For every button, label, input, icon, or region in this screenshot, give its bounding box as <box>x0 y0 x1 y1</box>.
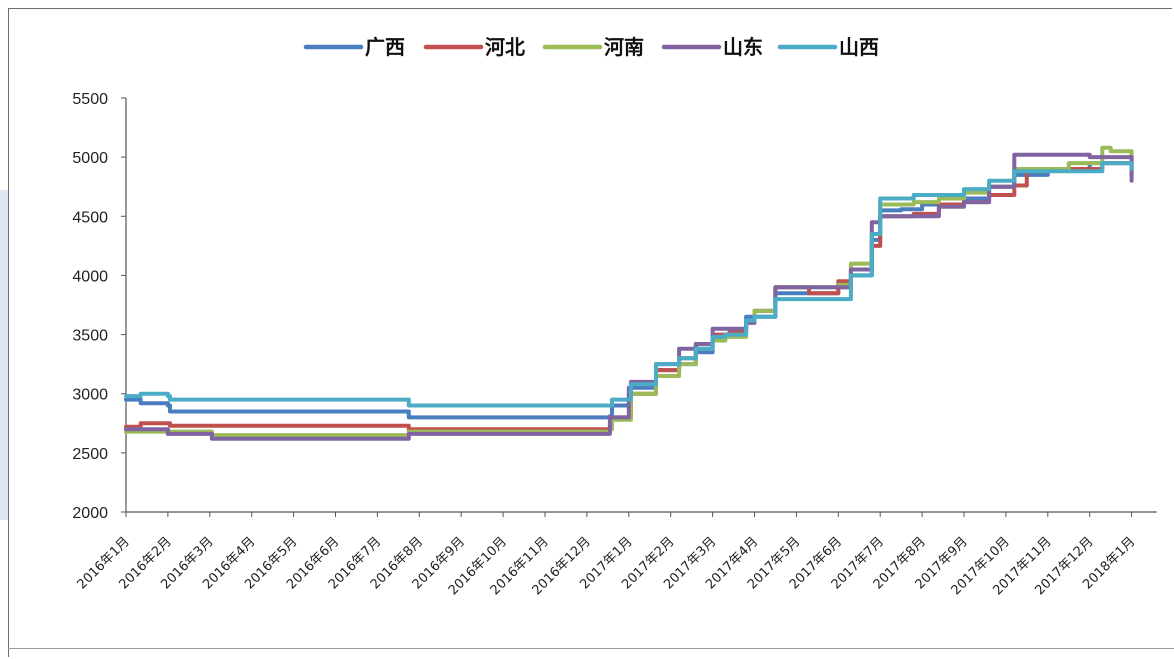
chart-frame <box>8 8 1172 657</box>
legend-label: 河北 <box>485 35 525 59</box>
y-tick-label: 3500 <box>72 328 108 345</box>
chart-axes: 200025003000350040004500500055002016年1月2… <box>72 91 1157 598</box>
window-edge-strip <box>0 190 8 520</box>
legend-label: 广西 <box>365 35 405 59</box>
y-tick-label: 3000 <box>72 387 108 404</box>
legend-label: 山东 <box>723 35 763 59</box>
y-tick-label: 4000 <box>72 268 108 285</box>
frame-bottom-rule <box>8 648 1174 649</box>
y-tick-label: 5500 <box>72 91 108 108</box>
series-line-5 <box>124 161 1134 408</box>
chart-legend: 广西 河北 河南 山东 山西 <box>303 35 879 59</box>
y-tick-label: 2500 <box>72 446 108 463</box>
series-line-4 <box>124 152 1134 441</box>
plot-area <box>124 145 1134 441</box>
series-line-1 <box>124 156 1134 420</box>
legend-label: 山西 <box>839 35 879 59</box>
y-tick-label: 5000 <box>72 150 108 167</box>
legend-label: 河南 <box>604 35 644 59</box>
y-tick-label: 2000 <box>72 505 108 522</box>
y-tick-label: 4500 <box>72 209 108 226</box>
